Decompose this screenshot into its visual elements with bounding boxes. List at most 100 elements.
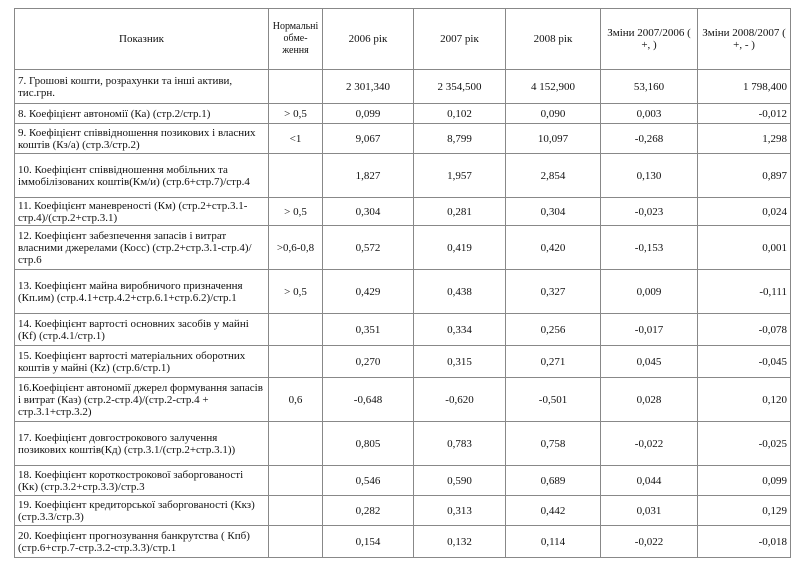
indicator-cell: 16.Коефіцієнт автономії джерел формуванн… [14,377,269,422]
table-row: 17. Коефіцієнт довгострокового залучення… [14,421,791,466]
column-header: Зміни 2008/2007 ( +, - ) [697,8,791,70]
table-row: 18. Коефіцієнт короткострокової заборгов… [14,465,791,496]
indicator-cell: 15. Коефіцієнт вартості матеріальних обо… [14,345,269,378]
indicator-cell: 9. Коефіцієнт співвідношення позикових і… [14,123,269,154]
value-cell: 0,003 [600,103,698,124]
value-cell: >0,6-0,8 [268,225,323,270]
table-row: 8. Коефіцієнт автономії (Ка) (стр.2/стр.… [14,103,791,124]
indicator-cell: 11. Коефіцієнт маневреності (Км) (стр.2+… [14,197,269,226]
table-row: 19. Коефіцієнт кредиторської заборговано… [14,495,791,526]
table-row: 16.Коефіцієнт автономії джерел формуванн… [14,377,791,422]
value-cell: 0,271 [505,345,601,378]
value-cell: <1 [268,123,323,154]
value-cell: -0,022 [600,421,698,466]
value-cell: 0,438 [413,269,506,314]
value-cell: 0,009 [600,269,698,314]
value-cell: 0,429 [322,269,414,314]
value-cell: -0,620 [413,377,506,422]
value-cell: 0,315 [413,345,506,378]
value-cell: 8,799 [413,123,506,154]
value-cell: -0,018 [697,525,791,558]
indicator-cell: 14. Коефіцієнт вартості основних засобів… [14,313,269,346]
value-cell: 0,256 [505,313,601,346]
value-cell: 0,572 [322,225,414,270]
table-row: 13. Коефіцієнт майна виробничого признач… [14,269,791,314]
value-cell: 0,304 [322,197,414,226]
indicator-cell: 12. Коефіцієнт забезпечення запасів і ви… [14,225,269,270]
value-cell: 2 301,340 [322,69,414,104]
table-row: 20. Коефіцієнт прогнозування банкрутства… [14,525,791,558]
value-cell: 1 798,400 [697,69,791,104]
value-cell: -0,268 [600,123,698,154]
value-cell: -0,025 [697,421,791,466]
value-cell [268,313,323,346]
value-cell: 0,897 [697,153,791,198]
value-cell: -0,153 [600,225,698,270]
value-cell: -0,501 [505,377,601,422]
indicator-cell: 8. Коефіцієнт автономії (Ка) (стр.2/стр.… [14,103,269,124]
value-cell: 0,6 [268,377,323,422]
value-cell [268,495,323,526]
value-cell: 0,044 [600,465,698,496]
column-header: Нормальні обме-ження [268,8,323,70]
value-cell: 2,854 [505,153,601,198]
table-row: 12. Коефіцієнт забезпечення запасів і ви… [14,225,791,270]
value-cell: 0,090 [505,103,601,124]
column-header: Показник [14,8,269,70]
value-cell: -0,648 [322,377,414,422]
value-cell: 0,334 [413,313,506,346]
value-cell: -0,017 [600,313,698,346]
value-cell: 2 354,500 [413,69,506,104]
column-header: 2006 рік [322,8,414,70]
value-cell: 0,805 [322,421,414,466]
value-cell: -0,022 [600,525,698,558]
value-cell: 0,351 [322,313,414,346]
value-cell: 0,281 [413,197,506,226]
value-cell: 0,024 [697,197,791,226]
value-cell [268,465,323,496]
value-cell: 0,689 [505,465,601,496]
value-cell: 0,031 [600,495,698,526]
table-row: 9. Коефіцієнт співвідношення позикових і… [14,123,791,154]
value-cell: 0,783 [413,421,506,466]
table-row: 7. Грошові кошти, розрахунки та інші акт… [14,69,791,104]
value-cell: 0,758 [505,421,601,466]
value-cell: -0,078 [697,313,791,346]
value-cell: 0,045 [600,345,698,378]
indicator-cell: 10. Коефіцієнт співвідношення мобільних … [14,153,269,198]
value-cell: 4 152,900 [505,69,601,104]
table-row: 15. Коефіцієнт вартості матеріальних обо… [14,345,791,378]
value-cell: 0,114 [505,525,601,558]
indicator-cell: 13. Коефіцієнт майна виробничого признач… [14,269,269,314]
value-cell [268,345,323,378]
data-table: Показник Нормальні обме-ження 2006 рік 2007… [14,8,791,558]
value-cell: 0,130 [600,153,698,198]
indicator-cell: 20. Коефіцієнт прогнозування банкрутства… [14,525,269,558]
value-cell: 0,028 [600,377,698,422]
value-cell: 0,132 [413,525,506,558]
indicator-cell: 7. Грошові кошти, розрахунки та інші акт… [14,69,269,104]
value-cell: 0,419 [413,225,506,270]
value-cell: 1,827 [322,153,414,198]
value-cell: 9,067 [322,123,414,154]
value-cell: 10,097 [505,123,601,154]
value-cell: 0,546 [322,465,414,496]
value-cell: 0,590 [413,465,506,496]
column-header: 2007 рік [413,8,506,70]
value-cell: 0,313 [413,495,506,526]
value-cell: 0,102 [413,103,506,124]
value-cell: 0,099 [697,465,791,496]
value-cell: 1,957 [413,153,506,198]
indicator-cell: 17. Коефіцієнт довгострокового залучення… [14,421,269,466]
value-cell [268,525,323,558]
value-cell: 0,420 [505,225,601,270]
value-cell: 0,327 [505,269,601,314]
table-row: 14. Коефіцієнт вартості основних засобів… [14,313,791,346]
value-cell: 1,298 [697,123,791,154]
value-cell: 0,129 [697,495,791,526]
value-cell: > 0,5 [268,269,323,314]
table-row: 11. Коефіцієнт маневреності (Км) (стр.2+… [14,197,791,226]
value-cell [268,421,323,466]
table-body: 7. Грошові кошти, розрахунки та інші акт… [14,69,791,558]
header-row: Показник Нормальні обме-ження 2006 рік 2007… [14,8,791,70]
